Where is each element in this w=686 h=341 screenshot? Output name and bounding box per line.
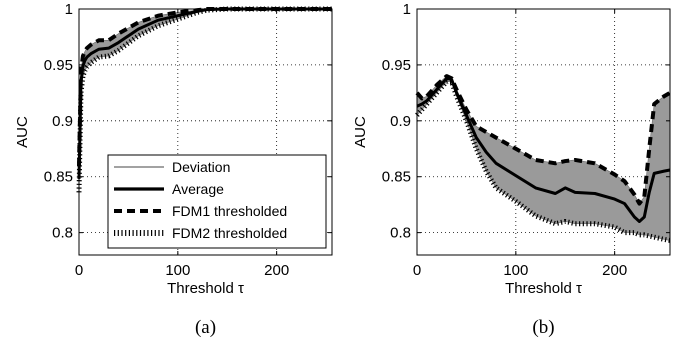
panel-a-xlabel: Threshold τ [167, 280, 244, 297]
fdm1-line [415, 74, 671, 206]
panel-a-axes-box [78, 8, 333, 256]
panel-b-ticks: 0 100 200 0.8 0.85 0.9 0.95 1 [382, 1, 670, 279]
y-tick-label: 0.95 [382, 57, 411, 74]
panel-a-legend: Deviation Average FDM1 thresholded FDM2 … [107, 154, 327, 249]
legend-entry-fdm2: FDM2 thresholded [114, 225, 287, 241]
legend-label-average: Average [172, 181, 224, 197]
x-tick-label: 200 [264, 262, 289, 279]
fdm2-line [76, 6, 332, 193]
x-tick-label: 100 [503, 262, 528, 279]
y-tick-label: 0.9 [390, 113, 411, 130]
panel-b-ylabel: AUC [352, 116, 369, 148]
panel-b-lines [415, 74, 671, 243]
x-tick-label: 200 [602, 262, 627, 279]
average-line [416, 76, 671, 223]
legend-entry-fdm1: FDM1 thresholded [114, 203, 287, 219]
x-tick-label: 100 [165, 262, 190, 279]
legend-label-deviation: Deviation [172, 159, 230, 175]
panel-a: 0 100 200 0.8 0.85 0.9 0.95 1 Threshold τ AUC D… [14, 1, 333, 297]
x-tick-label: 0 [75, 262, 83, 279]
y-tick-label: 0.9 [52, 113, 73, 130]
fdm2-line [415, 79, 671, 243]
y-tick-label: 0.85 [382, 169, 411, 186]
legend-label-fdm1: FDM1 thresholded [172, 203, 287, 219]
fdm1-line [77, 7, 332, 166]
legend-label-fdm2: FDM2 thresholded [172, 225, 287, 241]
y-tick-label: 0.8 [390, 225, 411, 242]
panel-a-ticks: 0 100 200 0.8 0.85 0.9 0.95 1 [44, 1, 332, 279]
legend-entry-average: Average [114, 181, 224, 197]
legend-entry-deviation: Deviation [114, 159, 230, 175]
y-tick-label: 0.95 [44, 57, 73, 74]
y-tick-label: 1 [403, 1, 411, 18]
panel-b-axes-box [416, 8, 671, 256]
panel-b: 0 100 200 0.8 0.85 0.9 0.95 1 Threshold τ AUC [352, 1, 671, 297]
x-tick-label: 0 [413, 262, 421, 279]
panel-a-caption: (a) [195, 317, 216, 338]
y-tick-label: 0.8 [52, 225, 73, 242]
panel-b-xlabel: Threshold τ [505, 280, 582, 297]
y-tick-label: 0.85 [44, 169, 73, 186]
panel-a-ylabel: AUC [14, 116, 31, 148]
y-tick-label: 1 [65, 1, 73, 18]
panel-b-caption: (b) [532, 317, 554, 338]
